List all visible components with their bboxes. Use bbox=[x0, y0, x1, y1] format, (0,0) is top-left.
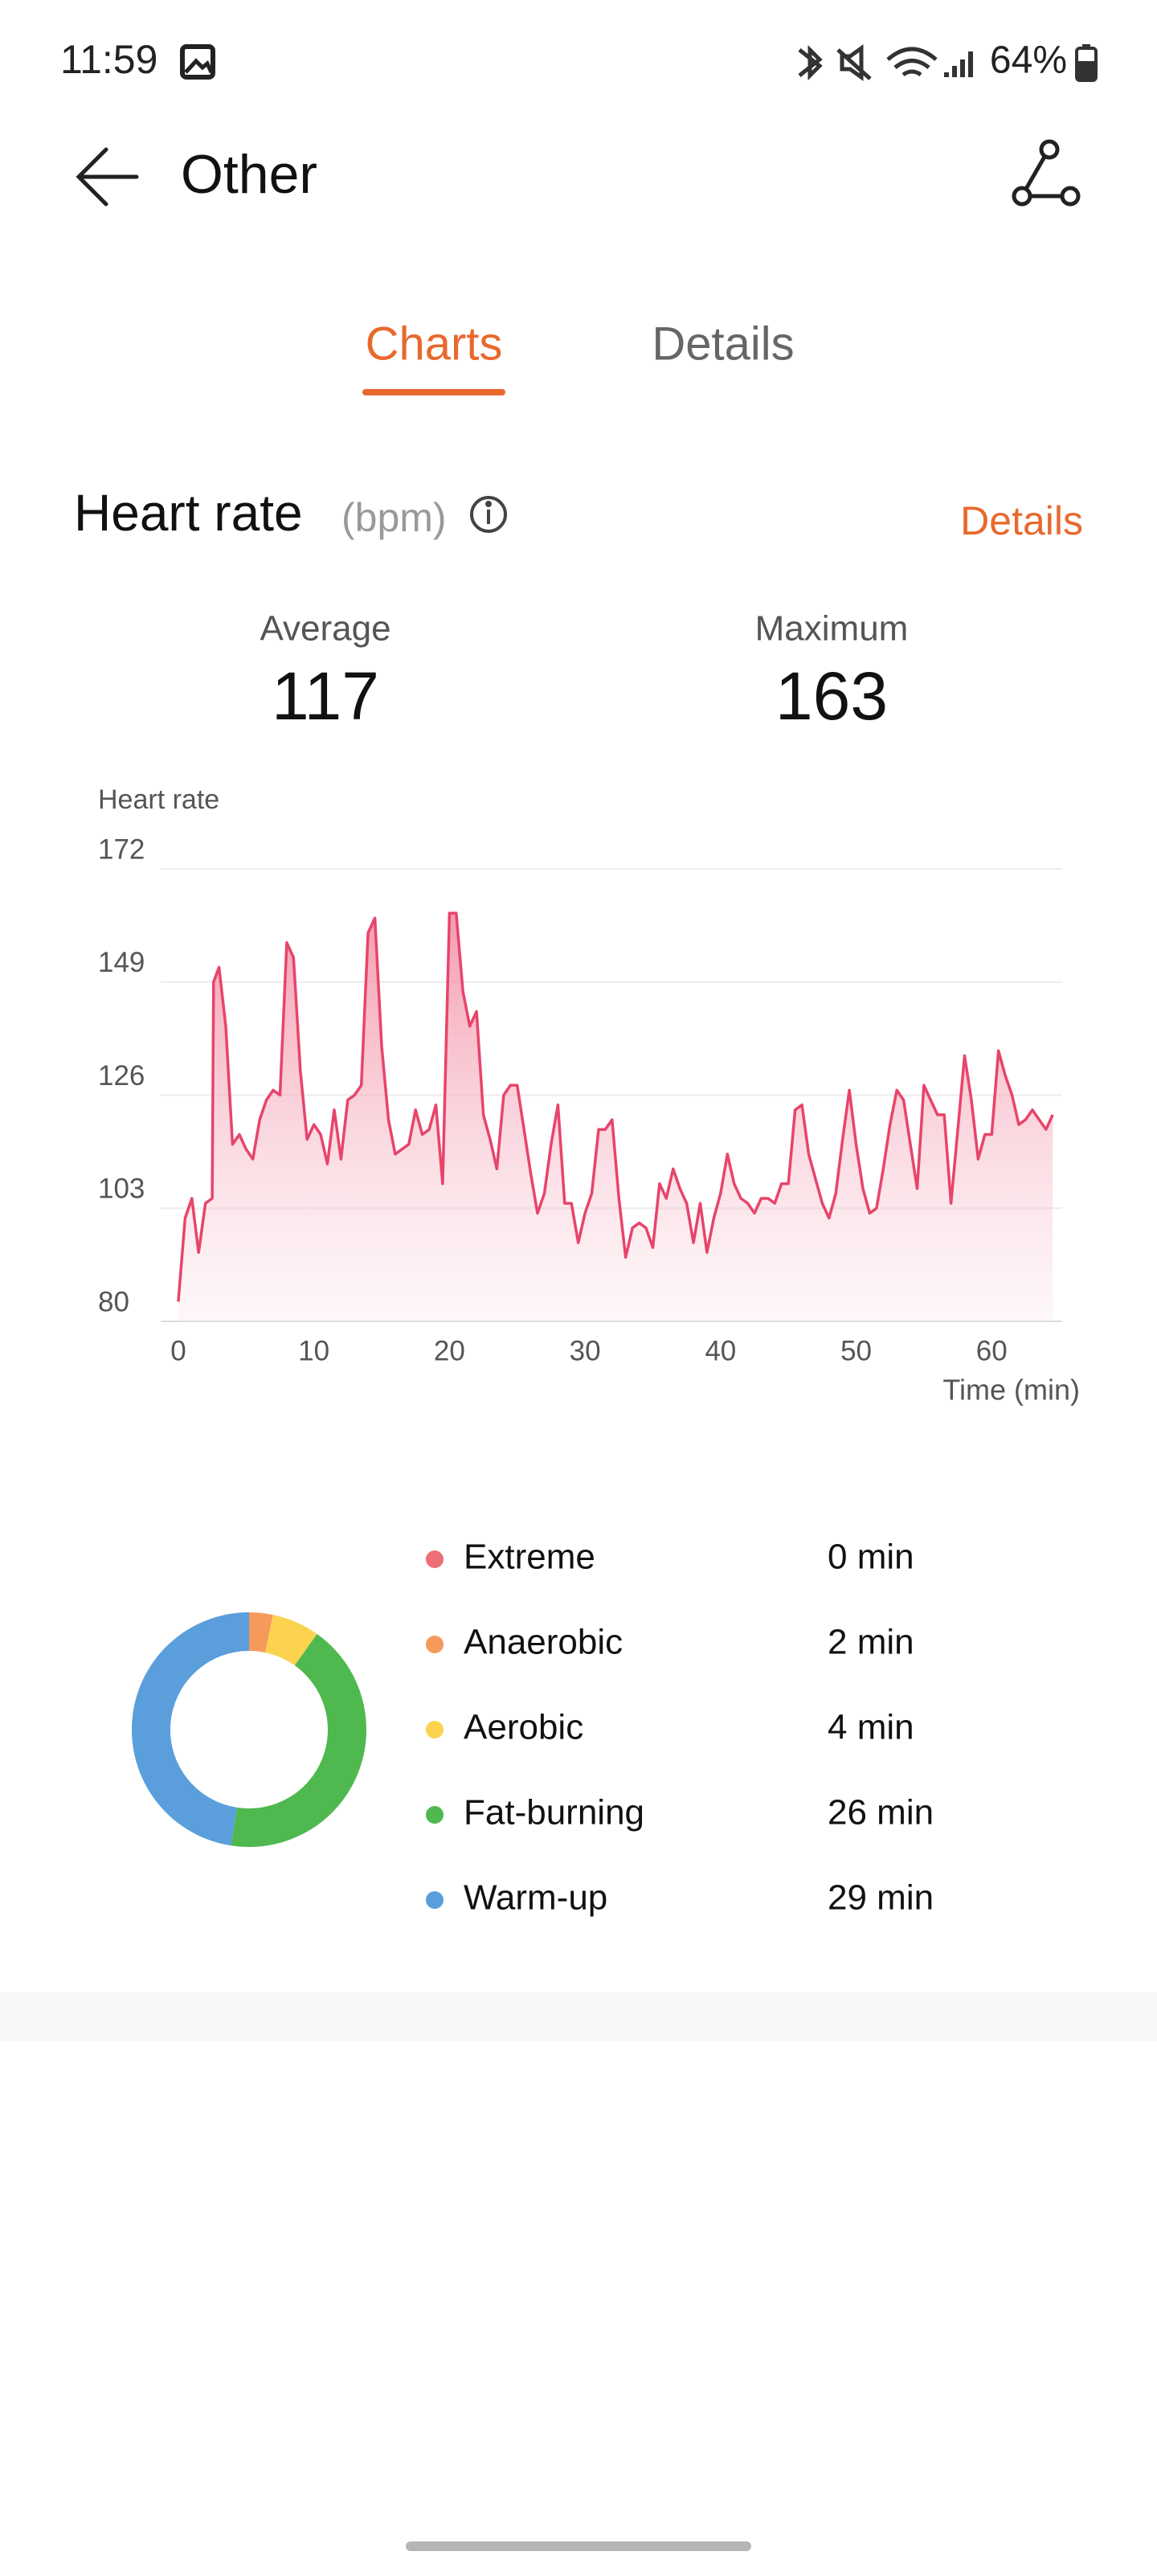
divider bbox=[0, 1992, 1157, 2042]
y-tick-label: 126 bbox=[98, 1060, 145, 1091]
y-tick-label: 172 bbox=[98, 833, 145, 865]
section-title: Heart rate bbox=[74, 484, 303, 542]
tab[interactable]: Details bbox=[652, 317, 794, 370]
y-tick-label: 149 bbox=[98, 947, 145, 978]
section-unit: (bpm) bbox=[341, 495, 447, 540]
page-title: Other bbox=[181, 144, 317, 205]
battery-icon bbox=[1075, 44, 1098, 82]
details-link[interactable]: Details bbox=[960, 498, 1083, 543]
y-axis-label: Heart rate bbox=[98, 784, 219, 815]
legend-label: Aerobic bbox=[464, 1708, 583, 1747]
x-tick-label: 40 bbox=[705, 1335, 736, 1366]
x-tick-label: 10 bbox=[298, 1335, 329, 1366]
legend-dot bbox=[426, 1721, 444, 1738]
home-indicator bbox=[406, 2541, 751, 2551]
x-tick-label: 50 bbox=[840, 1335, 872, 1366]
legend-dot bbox=[426, 1806, 444, 1824]
gallery-icon bbox=[180, 44, 215, 80]
y-tick-label: 103 bbox=[98, 1173, 145, 1205]
legend-label: Anaerobic bbox=[464, 1623, 623, 1662]
donut-segment bbox=[264, 1615, 317, 1666]
x-axis-label: Time (min) bbox=[942, 1374, 1080, 1407]
zone-value: 4 min bbox=[828, 1708, 914, 1747]
tab-indicator bbox=[362, 389, 505, 395]
x-tick-label: 20 bbox=[434, 1335, 465, 1366]
x-tick-label: 0 bbox=[170, 1335, 186, 1366]
status-time: 11:59 bbox=[60, 37, 157, 82]
legend-label: Fat-burning bbox=[464, 1793, 644, 1833]
line bbox=[177, 911, 1054, 1302]
donut-segment bbox=[248, 1612, 273, 1653]
zone-value: 2 min bbox=[828, 1623, 914, 1662]
status-icons bbox=[798, 44, 973, 81]
donut-segment bbox=[231, 1634, 366, 1847]
info-icon[interactable] bbox=[470, 496, 507, 533]
y-tick-label: 80 bbox=[98, 1286, 129, 1317]
tab[interactable]: Charts bbox=[366, 317, 503, 370]
legend-dot bbox=[426, 1636, 444, 1653]
status-battery: 64% bbox=[990, 39, 1067, 82]
legend-dot bbox=[426, 1550, 444, 1568]
route-button[interactable] bbox=[1012, 139, 1081, 207]
stat-value: 163 bbox=[775, 658, 888, 734]
zone-chart: Extreme 0 min Anaerobic 2 min Aerobic 4 min Fa… bbox=[131, 1538, 934, 1918]
x-tick-label: 30 bbox=[570, 1335, 601, 1366]
x-tick-label: 60 bbox=[976, 1335, 1008, 1366]
stat-label: Average bbox=[260, 609, 390, 649]
stat-value: 117 bbox=[272, 658, 379, 734]
zone-value: 0 min bbox=[828, 1538, 914, 1577]
zone-value: 29 min bbox=[828, 1878, 934, 1918]
back-button[interactable] bbox=[76, 147, 139, 207]
legend-dot bbox=[426, 1891, 444, 1909]
stat-label: Maximum bbox=[755, 609, 909, 649]
legend-label: Extreme bbox=[464, 1538, 595, 1577]
legend-label: Warm-up bbox=[464, 1878, 607, 1918]
donut-segment bbox=[131, 1612, 250, 1846]
line-chart: 80 103 126 149 172 0 10 20 30 40 50 60 bbox=[98, 833, 1062, 1366]
line-area bbox=[178, 913, 1053, 1321]
zone-value: 26 min bbox=[828, 1793, 934, 1833]
